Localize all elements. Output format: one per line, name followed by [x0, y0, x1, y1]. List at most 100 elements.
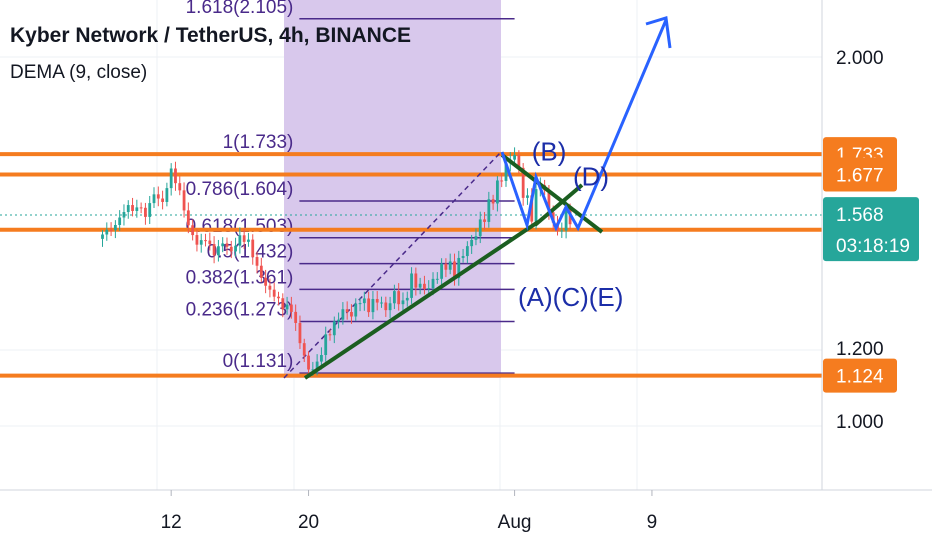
candle-body [496, 180, 499, 204]
candle-body [367, 298, 371, 313]
price-tick-label: 1.200 [836, 339, 884, 360]
candle-body [135, 207, 139, 211]
candle-body [281, 298, 285, 310]
time-tick-label: 12 [161, 512, 182, 533]
time-axis[interactable]: 12 20 Aug 9 [161, 490, 658, 533]
rising-trendline [303, 220, 540, 380]
candle-body [169, 168, 173, 189]
candle-body [216, 246, 220, 256]
drawings [303, 16, 672, 380]
candle-body [414, 273, 418, 288]
candle-body [199, 240, 203, 245]
candle-body [247, 239, 250, 242]
candle-body [264, 277, 268, 286]
candle-body [251, 239, 255, 258]
cross-trendline [533, 183, 584, 227]
time-tick-label: Aug [498, 512, 532, 533]
candle-body [474, 236, 478, 240]
candle-body [324, 334, 328, 356]
candle-body [212, 244, 216, 256]
candle-body [113, 224, 117, 231]
candle-body [289, 304, 293, 312]
candle-body [208, 240, 212, 245]
wave-labels: (B)(D) (A)(C)(E) [518, 136, 623, 312]
candle-body [354, 303, 358, 317]
candle-body [234, 245, 237, 252]
candle-body [186, 210, 190, 226]
candle-body [470, 239, 474, 247]
candle-body [178, 183, 182, 191]
candle-body [126, 205, 130, 213]
candle-body [423, 283, 426, 289]
fib-level-label: 1(1.733) [223, 132, 294, 153]
candle-body [440, 263, 444, 279]
candle-body [298, 322, 302, 344]
candle-body [358, 303, 362, 305]
fib-level-label: 0(1.131) [223, 351, 294, 372]
candle-body [491, 199, 495, 204]
candle-body [204, 240, 207, 242]
time-tick-label: 9 [647, 512, 658, 533]
level-badge [823, 157, 897, 192]
fib-level-label: 0.786(1.604) [186, 179, 294, 200]
candle-body [465, 246, 469, 257]
candle-body [174, 168, 177, 184]
candle-body [350, 311, 353, 317]
candle-body [418, 283, 422, 288]
arrow-head [645, 16, 672, 49]
candle-body [521, 167, 525, 198]
candle-body [388, 303, 392, 311]
wave-label: (A)(C)(E) [518, 282, 623, 312]
horizontal-levels [0, 152, 822, 378]
indicator-label: DEMA (9, close) [10, 62, 148, 83]
fib-retracement: 1.618(2.105)1(1.733)0.786(1.604)0.618(1.… [186, 0, 515, 374]
fib-level-label: 0.5(1.432) [207, 242, 294, 263]
fib-diagonal [283, 151, 502, 379]
candle-body [195, 235, 199, 245]
candle-body [156, 194, 160, 199]
candle-body [315, 361, 319, 370]
candle-countdown-label: 03:18:19 [836, 236, 910, 257]
candle-body [453, 261, 456, 279]
candle-body [152, 194, 156, 204]
candle-body [277, 296, 280, 299]
candle-body [517, 155, 521, 168]
candle-body [225, 243, 229, 247]
candle-body [311, 369, 315, 371]
candle-body [448, 261, 452, 270]
candle-body [259, 265, 263, 278]
level-badge [823, 358, 897, 393]
candle-body [461, 256, 465, 258]
fib-level-label: 0.382(1.361) [186, 267, 294, 288]
candle-body [397, 291, 401, 305]
candle-body [105, 229, 109, 235]
candle-body [384, 302, 388, 311]
candle-body [526, 195, 529, 198]
candle-body [182, 190, 186, 211]
fib-level-label: 1.618(2.105) [186, 0, 294, 18]
candle-body [139, 207, 143, 209]
wave-path [500, 19, 668, 232]
time-tick-label: 20 [298, 512, 319, 533]
candle-body [109, 229, 113, 231]
candle-body [302, 343, 306, 356]
candle-body [341, 309, 345, 320]
candle-body [500, 180, 504, 182]
wave-label: (D) [573, 162, 609, 192]
candle-body [238, 235, 242, 246]
candle-body [272, 289, 276, 297]
candle-body [457, 257, 461, 279]
candle-body [332, 321, 336, 336]
candle-body [285, 304, 289, 310]
candle-body [328, 334, 332, 336]
candle-body [431, 278, 435, 289]
chart-title: Kyber Network / TetherUS, 4h, BINANCE [10, 24, 412, 47]
price-axis[interactable]: 2.000 1.200 1.000 [836, 48, 884, 433]
candle-body [401, 300, 405, 305]
candle-body [345, 309, 349, 312]
candle-body [221, 243, 225, 247]
candle-body [337, 319, 340, 322]
candle-body [380, 302, 383, 304]
candle-body [101, 234, 104, 239]
